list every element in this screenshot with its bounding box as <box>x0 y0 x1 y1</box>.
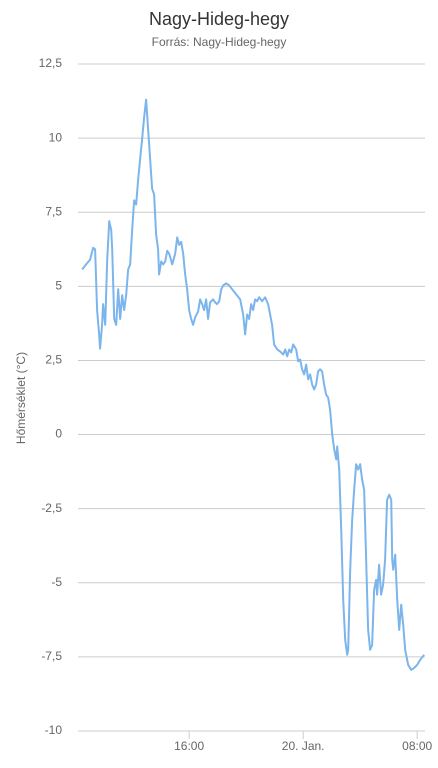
y-tick-label: 2,5 <box>45 353 62 367</box>
x-tick-label: 16:00 <box>174 739 204 753</box>
chart-subtitle: Forrás: Nagy-Hideg-hegy <box>152 35 287 49</box>
y-tick-label: 5 <box>55 279 62 293</box>
y-tick-label: -2,5 <box>41 501 62 515</box>
x-tick-label: 08:00 <box>402 739 432 753</box>
y-tick-label: -10 <box>45 723 63 737</box>
y-tick-label: -5 <box>51 575 62 589</box>
y-tick-label: -7,5 <box>41 649 62 663</box>
y-tick-label: 7,5 <box>45 204 62 218</box>
chart-title: Nagy-Hideg-hegy <box>149 9 289 29</box>
y-tick-label: 12,5 <box>39 56 63 70</box>
y-tick-label: 0 <box>55 427 62 441</box>
line-series <box>81 98 425 671</box>
x-tick-label: 20. Jan. <box>282 739 325 753</box>
y-axis-label: Hőmérséklet (°C) <box>14 352 28 444</box>
y-tick-label: 10 <box>49 130 63 144</box>
